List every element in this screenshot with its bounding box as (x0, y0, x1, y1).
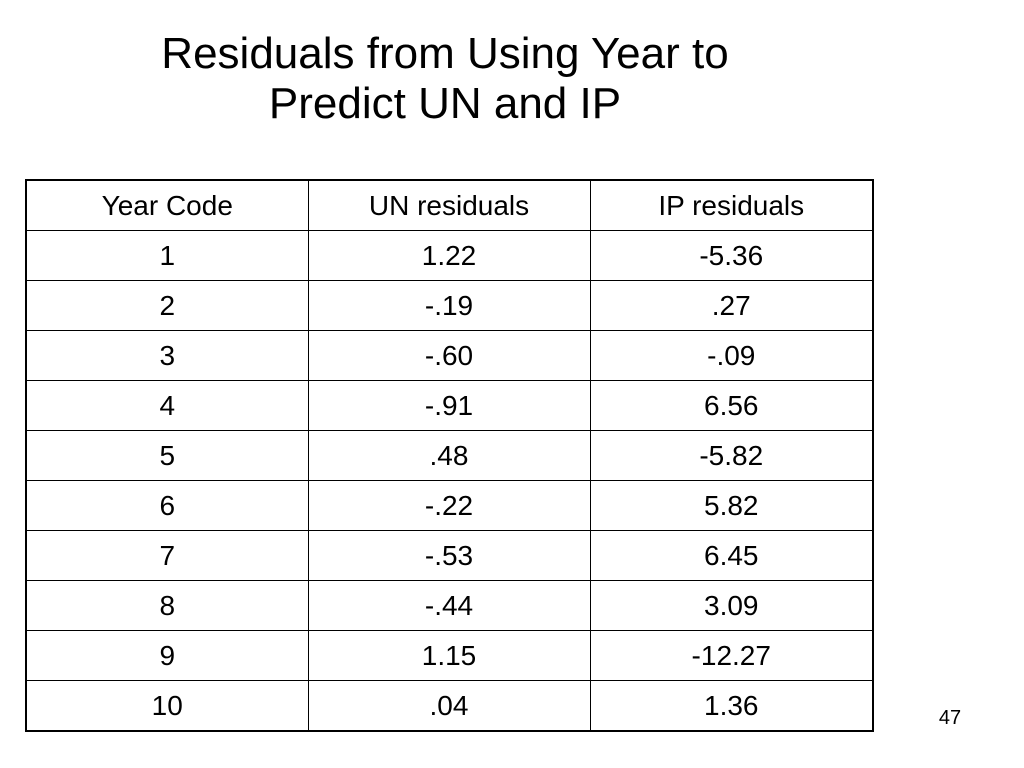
page-number: 47 (938, 707, 962, 729)
un-residual-cell: -.44 (307, 580, 591, 631)
table-row: 7 -.53 6.45 (25, 530, 874, 581)
ip-residual-cell: -5.36 (589, 230, 874, 281)
year-code-cell: 4 (25, 380, 309, 431)
un-residual-cell: 1.15 (307, 630, 591, 681)
ip-residual-cell: 6.56 (589, 380, 874, 431)
slide-title-line-1: Residuals from Using Year to (161, 29, 729, 78)
un-residual-cell: -.60 (307, 330, 591, 381)
table-row: 5 .48 -5.82 (25, 430, 874, 481)
table-row: 1 1.22 -5.36 (25, 230, 874, 281)
un-residual-cell: -.19 (307, 280, 591, 331)
year-code-cell: 3 (25, 330, 309, 381)
ip-residual-cell: -.09 (589, 330, 874, 381)
ip-residual-cell: 1.36 (589, 680, 874, 732)
un-residual-cell: 1.22 (307, 230, 591, 281)
year-code-cell: 2 (25, 280, 309, 331)
ip-residual-cell: -5.82 (589, 430, 874, 481)
header-un-residuals: UN residuals (307, 179, 591, 231)
ip-residual-cell: .27 (589, 280, 874, 331)
table-row: 8 -.44 3.09 (25, 580, 874, 631)
year-code-cell: 6 (25, 480, 309, 531)
year-code-cell: 9 (25, 630, 309, 681)
un-residual-cell: -.91 (307, 380, 591, 431)
year-code-cell: 10 (25, 680, 309, 732)
ip-residual-cell: -12.27 (589, 630, 874, 681)
table-row: 4 -.91 6.56 (25, 380, 874, 431)
year-code-cell: 7 (25, 530, 309, 581)
table-row: 3 -.60 -.09 (25, 330, 874, 381)
ip-residual-cell: 5.82 (589, 480, 874, 531)
ip-residual-cell: 6.45 (589, 530, 874, 581)
un-residual-cell: -.53 (307, 530, 591, 581)
un-residual-cell: .48 (307, 430, 591, 481)
slide-title: Residuals from Using Year to Predict UN … (0, 29, 890, 129)
table-row: 6 -.22 5.82 (25, 480, 874, 531)
slide-title-line-2: Predict UN and IP (268, 79, 622, 128)
table-row: 9 1.15 -12.27 (25, 630, 874, 681)
year-code-cell: 8 (25, 580, 309, 631)
un-residual-cell: -.22 (307, 480, 591, 531)
year-code-cell: 5 (25, 430, 309, 481)
table-row: 10 .04 1.36 (25, 680, 874, 732)
ip-residual-cell: 3.09 (589, 580, 874, 631)
residuals-table: Year Code UN residuals IP residuals 1 1.… (25, 179, 874, 732)
table-header-row: Year Code UN residuals IP residuals (25, 179, 874, 231)
un-residual-cell: .04 (307, 680, 591, 732)
year-code-cell: 1 (25, 230, 309, 281)
table-row: 2 -.19 .27 (25, 280, 874, 331)
header-year-code: Year Code (25, 179, 309, 231)
header-ip-residuals: IP residuals (589, 179, 874, 231)
